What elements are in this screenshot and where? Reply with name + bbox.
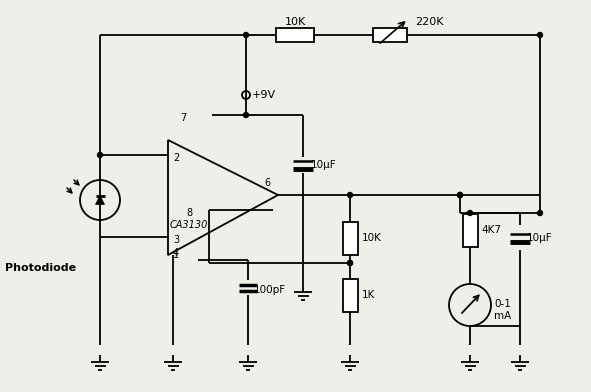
Text: 3: 3: [173, 235, 179, 245]
Text: 220K: 220K: [415, 17, 443, 27]
Circle shape: [537, 33, 543, 38]
Bar: [276, 28, 314, 42]
Text: CA3130: CA3130: [170, 220, 209, 230]
Text: 1: 1: [173, 250, 179, 260]
Text: 0-1
mA: 0-1 mA: [494, 299, 511, 321]
Circle shape: [348, 192, 352, 198]
Circle shape: [243, 33, 248, 38]
Circle shape: [243, 113, 248, 118]
Circle shape: [457, 192, 463, 198]
Text: 2: 2: [173, 153, 179, 163]
Text: 4: 4: [173, 248, 179, 258]
Bar: [373, 28, 407, 42]
Circle shape: [537, 211, 543, 216]
Circle shape: [98, 152, 102, 158]
Polygon shape: [96, 196, 105, 205]
Text: 1K: 1K: [362, 290, 375, 300]
Circle shape: [467, 211, 472, 216]
Text: 10K: 10K: [362, 233, 382, 243]
Text: 10μF: 10μF: [311, 160, 337, 170]
Circle shape: [348, 261, 352, 265]
Text: 7: 7: [180, 113, 186, 123]
Bar: [463, 214, 478, 247]
Bar: [343, 221, 358, 254]
Circle shape: [348, 261, 352, 265]
Text: 10K: 10K: [284, 17, 306, 27]
Text: 100pF: 100pF: [254, 285, 286, 295]
Bar: [343, 278, 358, 312]
Text: 4K7: 4K7: [481, 225, 501, 235]
Text: Photodiode: Photodiode: [5, 263, 76, 273]
Text: 8: 8: [186, 208, 192, 218]
Circle shape: [457, 192, 463, 198]
Text: 10μF: 10μF: [527, 233, 553, 243]
Text: +9V: +9V: [252, 90, 276, 100]
Text: 6: 6: [264, 178, 270, 188]
Circle shape: [457, 192, 463, 198]
